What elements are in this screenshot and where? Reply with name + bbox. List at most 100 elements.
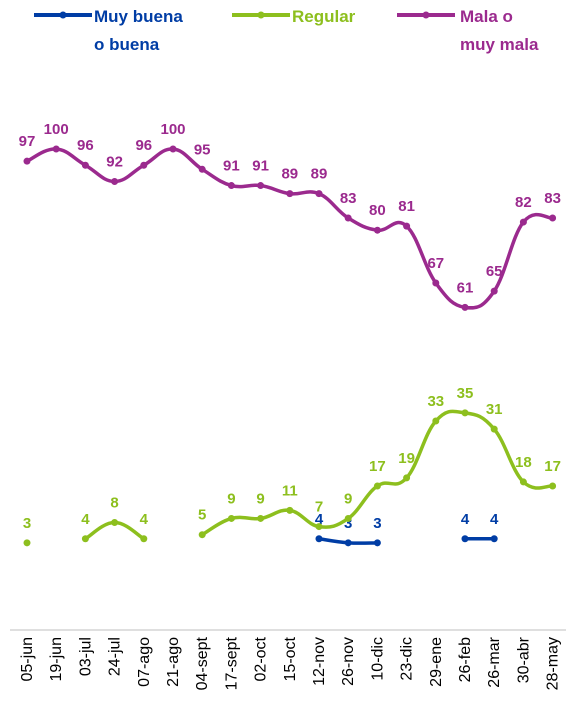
legend-item-regular: Regular [232,7,356,26]
data-label-mala-o-muy-mala-26-nov: 83 [340,190,357,207]
data-label-mala-o-muy-mala-04-sept: 95 [194,141,211,158]
data-label-mala-o-muy-mala-17-sept: 91 [223,158,240,175]
data-label-mala-o-muy-mala-10-dic: 80 [369,202,386,219]
data-label-mala-o-muy-mala-03-jul: 96 [77,137,94,154]
data-point-mala-o-muy-mala-07-ago [140,161,148,169]
data-point-regular-28-may [549,482,557,490]
x-tick-05-jun: 05-jun [19,637,36,681]
data-label-regular-04-sept: 5 [198,507,206,524]
data-point-mala-o-muy-mala-21-ago [169,145,177,153]
x-tick-29-ene: 29-ene [428,637,445,687]
data-label-regular-26-feb: 35 [457,385,474,402]
data-point-regular-07-ago [140,535,148,543]
data-point-mala-o-muy-mala-29-ene [432,279,440,287]
data-point-regular-24-jul [111,519,119,527]
data-label-regular-12-nov: 7 [315,499,323,516]
data-label-mala-o-muy-mala-24-jul: 92 [106,153,123,170]
data-point-mala-o-muy-mala-05-jun [23,157,31,165]
data-label-muy-buena-o-buena-26-nov: 3 [344,515,352,532]
x-tick-02-oct: 02-oct [253,636,270,681]
data-point-regular-30-abr [519,478,527,486]
x-tick-12-nov: 12-nov [311,637,328,686]
data-point-mala-o-muy-mala-30-abr [519,218,527,226]
data-label-regular-30-abr: 18 [515,454,532,471]
data-point-mala-o-muy-mala-12-nov [315,190,323,198]
data-point-regular-23-dic [403,474,411,482]
data-point-mala-o-muy-mala-26-mar [490,287,498,295]
data-label-mala-o-muy-mala-23-dic: 81 [398,198,415,215]
data-point-regular-26-feb [461,409,469,417]
x-tick-26-mar: 26-mar [486,636,503,687]
legend-marker-regular [257,11,265,19]
data-label-mala-o-muy-mala-05-jun: 97 [19,133,36,150]
data-label-regular-29-ene: 33 [427,393,444,410]
data-point-regular-02-oct [257,514,265,522]
data-label-regular-26-nov: 9 [344,490,352,507]
data-point-mala-o-muy-mala-17-sept [227,182,235,190]
data-point-mala-o-muy-mala-26-feb [461,303,469,311]
data-label-regular-05-jun: 3 [23,515,31,532]
legend-label-muy-buena-line1: Muy buena [94,7,183,26]
data-point-mala-o-muy-mala-02-oct [257,182,265,190]
data-label-regular-10-dic: 17 [369,458,386,475]
data-label-regular-17-sept: 9 [227,490,235,507]
x-axis-ticks: 05-jun 19-jun 03-jul 24-jul 07-ago 21-ago 04-s… [19,636,562,690]
data-label-regular-03-jul: 4 [81,511,90,528]
data-label-mala-o-muy-mala-30-abr: 82 [515,194,532,211]
x-tick-26-feb: 26-feb [457,637,474,682]
x-tick-10-dic: 10-dic [369,637,386,681]
data-label-mala-o-muy-mala-21-ago: 100 [160,121,185,138]
legend-item-mala: Mala o muy mala [397,7,539,54]
x-tick-28-may: 28-may [545,637,562,690]
data-point-mala-o-muy-mala-19-jun [52,145,60,153]
data-point-mala-o-muy-mala-28-may [549,214,557,222]
data-point-mala-o-muy-mala-10-dic [373,226,381,234]
legend-marker-mala [422,11,430,19]
legend-label-mala-line2: muy mala [460,35,539,54]
data-point-mala-o-muy-mala-24-jul [111,177,119,185]
data-label-regular-07-ago: 4 [140,511,149,528]
data-point-mala-o-muy-mala-23-dic [403,222,411,230]
data-label-regular-24-jul: 8 [110,495,118,512]
data-point-mala-o-muy-mala-03-jul [81,161,89,169]
series-muy-buena-o-buena: 4 3 3 4 4 [315,511,499,547]
data-point-mala-o-muy-mala-04-sept [198,165,206,173]
data-point-muy-buena-o-buena-26-nov [344,539,352,547]
data-label-muy-buena-o-buena-10-dic: 3 [373,515,381,532]
legend-item-muy-buena: Muy buena o buena [34,7,183,54]
data-point-regular-03-jul [81,535,89,543]
x-tick-19-jun: 19-jun [48,637,65,681]
data-point-mala-o-muy-mala-15-oct [286,190,294,198]
data-point-mala-o-muy-mala-26-nov [344,214,352,222]
data-label-muy-buena-o-buena-26-mar: 4 [490,511,499,528]
x-tick-03-jul: 03-jul [77,637,94,676]
series-mala-o-muy-mala: 97 100 96 92 96 100 95 91 91 89 89 83 80 81 67 61 65 82 83 [19,121,561,311]
data-point-regular-15-oct [286,506,294,514]
data-label-mala-o-muy-mala-19-jun: 100 [44,121,69,138]
data-label-regular-02-oct: 9 [256,490,264,507]
legend: Muy buena o buena Regular Mala o muy mal… [34,7,539,54]
x-tick-26-nov: 26-nov [340,637,357,686]
data-label-mala-o-muy-mala-02-oct: 91 [252,158,269,175]
data-label-regular-26-mar: 31 [486,401,503,418]
legend-marker-muy-buena [59,11,67,19]
data-point-regular-26-mar [490,425,498,433]
data-point-regular-12-nov [315,523,323,531]
data-label-mala-o-muy-mala-29-ene: 67 [427,255,444,272]
data-point-regular-05-jun [23,539,31,547]
legend-label-regular: Regular [292,7,356,26]
x-tick-17-sept: 17-sept [223,636,240,690]
x-tick-04-sept: 04-sept [194,636,211,690]
x-tick-23-dic: 23-dic [399,637,416,681]
x-tick-30-abr: 30-abr [515,636,532,683]
data-point-muy-buena-o-buena-10-dic [373,539,381,547]
data-label-regular-28-may: 17 [544,458,561,475]
x-tick-21-ago: 21-ago [165,637,182,687]
data-point-regular-29-ene [432,417,440,425]
data-point-muy-buena-o-buena-12-nov [315,535,323,543]
data-point-muy-buena-o-buena-26-mar [490,535,498,543]
data-label-regular-15-oct: 11 [282,482,298,499]
